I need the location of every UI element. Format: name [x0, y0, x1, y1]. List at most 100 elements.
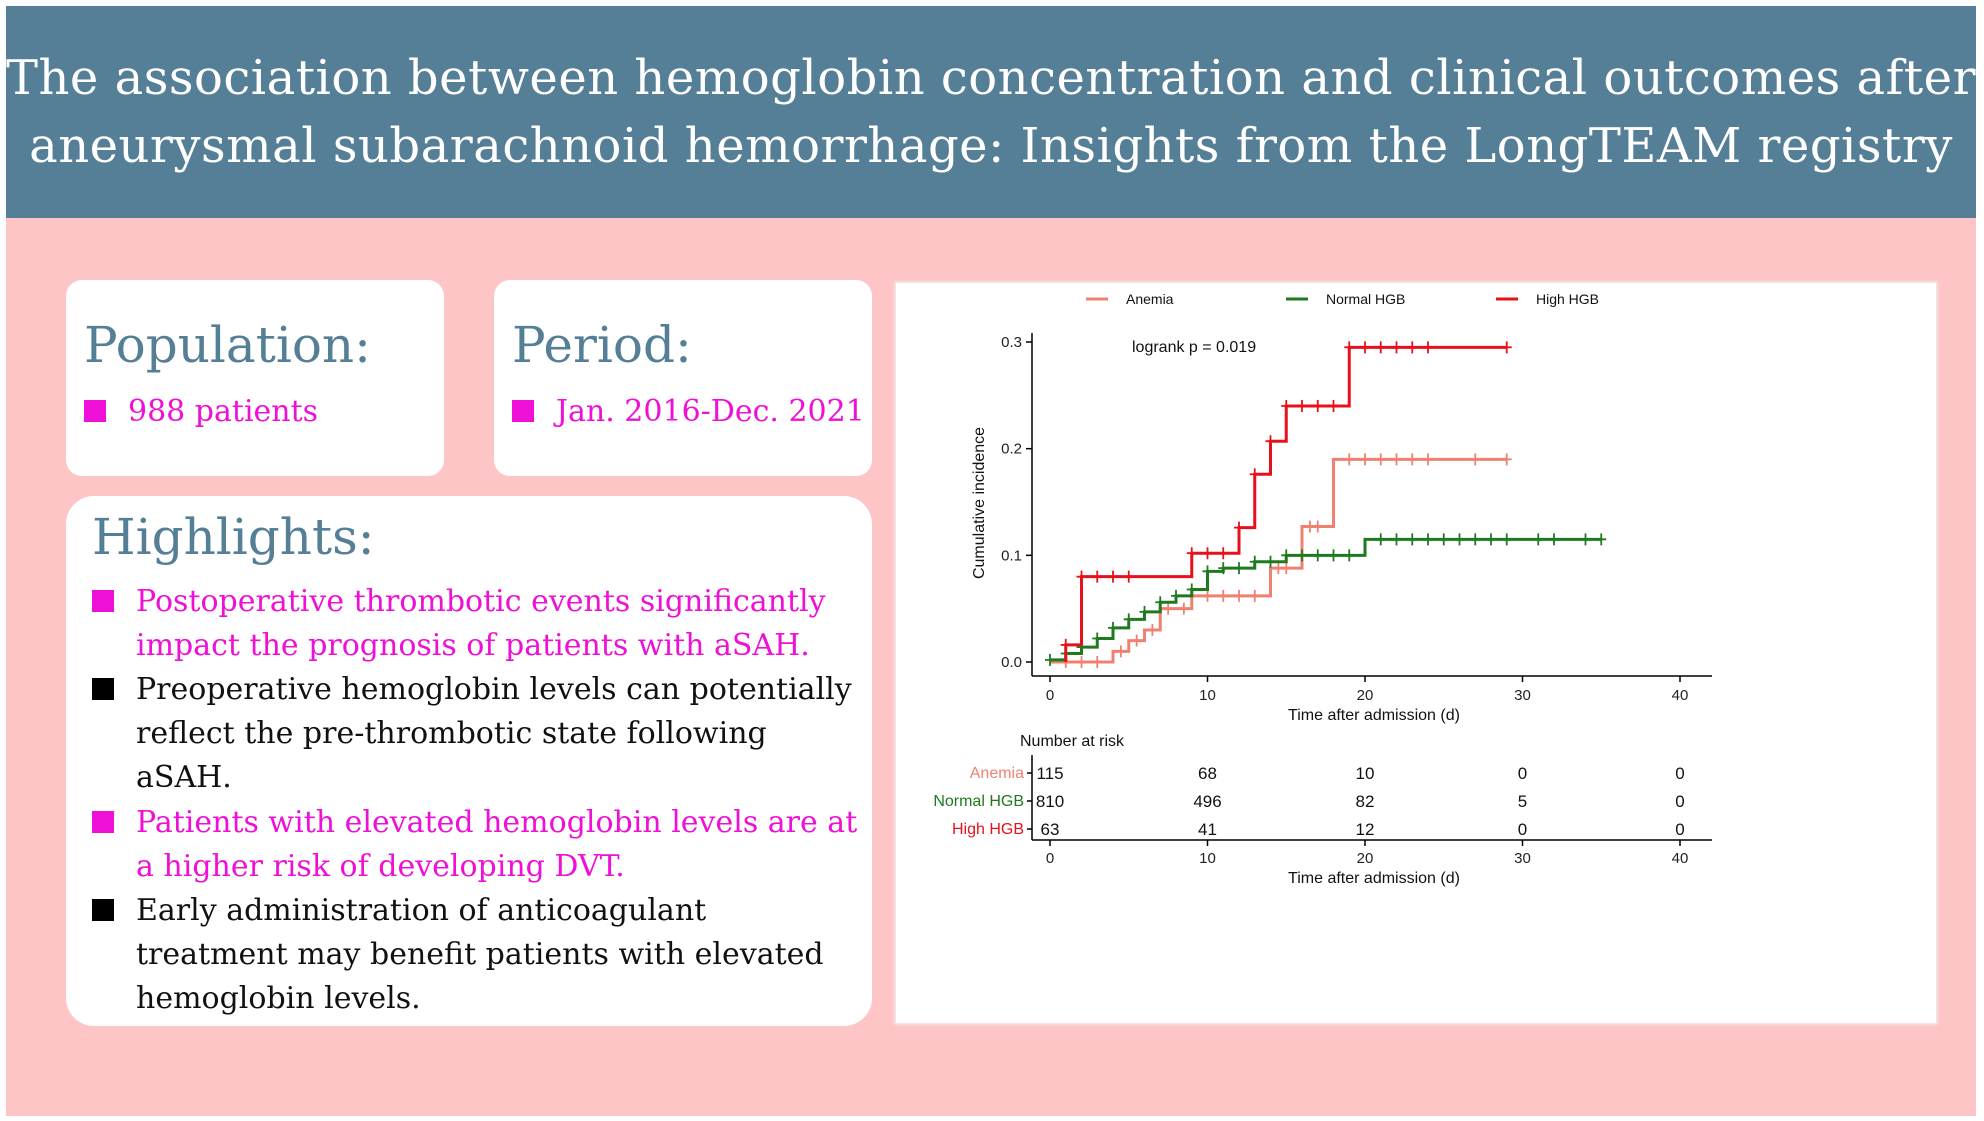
- chart-panel: Anemia Normal HGB High HGB 0.0 0.1 0.2 0.3 0 10 2…: [896, 283, 1936, 1023]
- risk-row-label: Normal HGB: [933, 793, 1024, 810]
- censor-mark: [1076, 570, 1087, 583]
- bullet-square-icon: [92, 590, 114, 612]
- censor-mark: [1312, 549, 1323, 562]
- risk-value: 41: [1198, 820, 1217, 839]
- highlight-line: Postoperative thrombotic events signific…: [136, 584, 826, 619]
- censor-mark: [1312, 400, 1323, 412]
- censor-mark: [1123, 570, 1134, 583]
- series-line-high-hgb: [1064, 345, 1507, 662]
- risk-value: 810: [1036, 792, 1064, 811]
- population-bullet: 988 patients: [84, 390, 318, 434]
- censor-mark: [1249, 555, 1260, 568]
- period-card: Period: Jan. 2016-Dec. 2021: [494, 280, 872, 476]
- risk-x-tick-label: 40: [1672, 850, 1689, 867]
- content-area: Population: 988 patients Period: Jan. 20…: [6, 218, 1976, 1116]
- title-banner: The association between hemoglobin conce…: [6, 6, 1976, 218]
- title-line-1: The association between hemoglobin conce…: [5, 50, 1977, 106]
- population-card: Population: 988 patients: [66, 280, 444, 476]
- censor-mark: [1297, 549, 1307, 562]
- censor-mark: [1407, 453, 1418, 466]
- censor-mark: [1281, 400, 1292, 412]
- highlights-card: Highlights: Postoperative thrombotic eve…: [66, 496, 872, 1026]
- km-chart: Anemia Normal HGB High HGB 0.0 0.1 0.2 0.3 0 10 2…: [933, 291, 1712, 887]
- y-tick-label: 0.3: [1001, 334, 1022, 351]
- censor-mark: [1407, 341, 1418, 354]
- censor-mark: [1297, 400, 1307, 412]
- censor-mark: [1391, 453, 1402, 466]
- censor-mark: [1155, 596, 1166, 609]
- censor-mark: [1375, 453, 1386, 466]
- risk-table-title: Number at risk: [1020, 733, 1125, 750]
- bullet-square-icon: [512, 400, 534, 422]
- x-tick-label: 0: [1046, 687, 1054, 704]
- highlight-line: Patients with elevated hemoglobin levels…: [136, 805, 858, 840]
- censor-mark: [1202, 589, 1213, 602]
- period-value: Jan. 2016-Dec. 2021: [556, 394, 865, 429]
- bullet-square-icon: [92, 899, 114, 921]
- censor-mark: [1139, 605, 1150, 618]
- censor-mark: [1501, 533, 1512, 546]
- censor-mark: [1470, 533, 1481, 546]
- highlight-line: hemoglobin levels.: [136, 981, 421, 1016]
- legend-label: Anemia: [1126, 291, 1174, 307]
- highlight-item: Postoperative thrombotic events signific…: [92, 580, 826, 668]
- risk-x-axis-label: Time after admission (d): [1288, 870, 1460, 887]
- censor-mark: [1344, 549, 1355, 562]
- censor-mark: [1596, 533, 1607, 546]
- y-axis-label: Cumulative incidence: [971, 427, 988, 579]
- censor-mark: [1178, 602, 1189, 615]
- censor-mark: [1344, 341, 1355, 354]
- censor-mark: [1486, 533, 1496, 546]
- censor-mark: [1218, 589, 1229, 602]
- bullet-square-icon: [92, 811, 114, 833]
- censor-mark: [1344, 453, 1355, 466]
- highlight-item: Patients with elevated hemoglobin levels…: [92, 801, 857, 889]
- censor-mark: [1391, 533, 1402, 546]
- censor-mark: [1045, 653, 1055, 666]
- series-line-normal-hgb: [1050, 537, 1602, 662]
- censor-mark: [1375, 341, 1386, 354]
- population-heading: Population:: [84, 316, 371, 374]
- censor-mark: [1454, 533, 1465, 546]
- highlight-line: treatment may benefit patients with elev…: [136, 937, 824, 972]
- x-tick-label: 20: [1357, 687, 1374, 704]
- highlight-item: Early administration of anticoagulant tr…: [92, 889, 824, 1021]
- censor-mark: [1131, 634, 1142, 647]
- censor-mark: [1407, 533, 1418, 546]
- censor-mark: [1115, 645, 1126, 658]
- highlights-heading: Highlights:: [92, 508, 375, 566]
- censor-mark: [1234, 521, 1244, 534]
- highlight-line: impact the prognosis of patients with aS…: [136, 628, 810, 663]
- risk-value: 10: [1356, 764, 1375, 783]
- censor-mark: [1186, 583, 1197, 596]
- censor-mark: [1147, 624, 1158, 636]
- title-line-2: aneurysmal subarachnoid hemorrhage: Insi…: [29, 118, 1953, 174]
- x-tick-label: 10: [1199, 687, 1216, 704]
- censor-mark: [1076, 656, 1087, 668]
- censor-mark: [1234, 589, 1244, 602]
- censor-mark: [1470, 453, 1481, 466]
- censor-mark: [1501, 453, 1512, 466]
- censor-mark: [1328, 400, 1339, 412]
- y-tick-label: 0.0: [1001, 654, 1022, 671]
- risk-value: 63: [1041, 820, 1060, 839]
- highlight-line: Early administration of anticoagulant: [136, 893, 707, 928]
- censor-mark: [1092, 570, 1103, 583]
- censor-mark: [1312, 520, 1323, 533]
- censor-mark: [1092, 632, 1103, 645]
- x-axis-label: Time after admission (d): [1288, 707, 1460, 724]
- logrank-annotation: logrank p = 0.019: [1132, 339, 1256, 356]
- highlight-line: Preoperative hemoglobin levels can poten…: [136, 672, 852, 707]
- censor-mark: [1423, 533, 1433, 546]
- risk-value: 115: [1036, 764, 1063, 783]
- censor-mark: [1234, 562, 1244, 575]
- period-heading: Period:: [512, 316, 692, 374]
- censor-mark: [1281, 562, 1292, 575]
- risk-value: 82: [1356, 792, 1375, 811]
- x-tick-label: 30: [1514, 687, 1531, 704]
- censor-mark: [1438, 533, 1449, 546]
- risk-row-label: Anemia: [970, 765, 1024, 782]
- highlight-item: Preoperative hemoglobin levels can poten…: [92, 668, 852, 800]
- risk-x-tick-label: 20: [1357, 850, 1374, 867]
- censor-mark: [1580, 533, 1591, 546]
